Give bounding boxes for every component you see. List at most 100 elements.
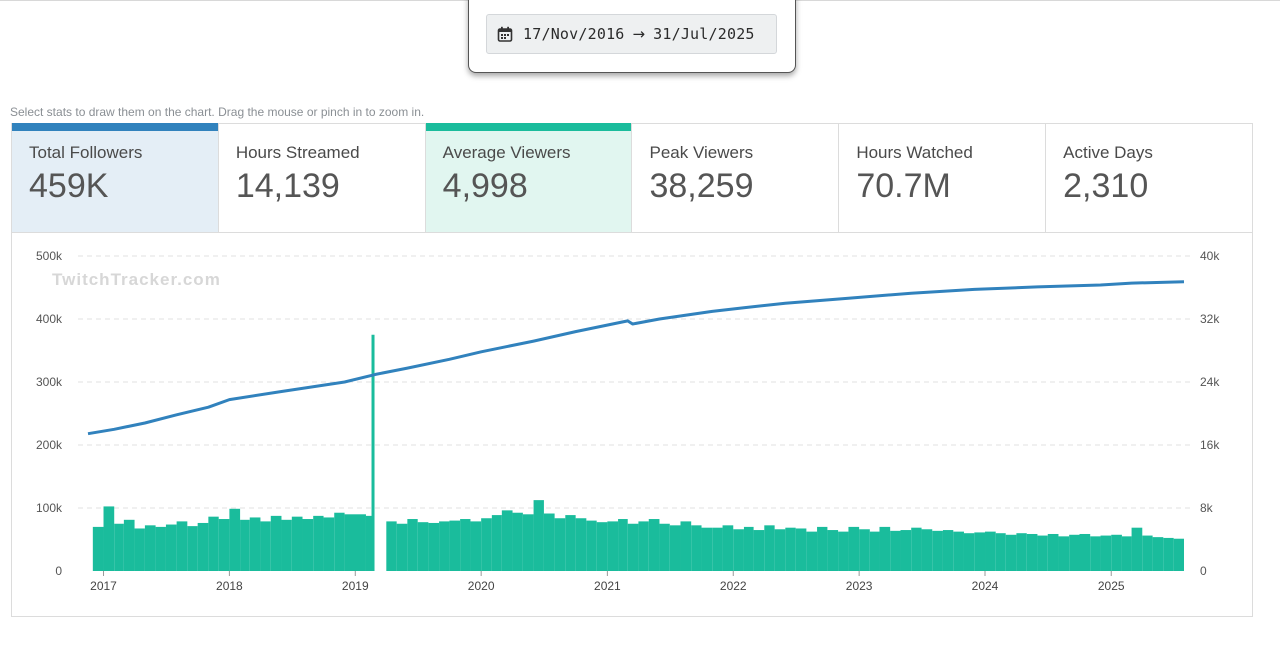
bar [1173,538,1184,571]
bar [785,527,796,571]
y-right-tick-label: 16k [1200,438,1220,452]
x-tick-label: 2024 [972,579,999,593]
stat-label: Peak Viewers [649,143,754,162]
x-tick-label: 2017 [90,579,117,593]
bar [165,524,177,571]
bar [197,522,209,571]
bar [817,526,828,571]
chart-container: 0 100k 200k 300k 400k 500k 0 8k 16k 24k 32k 40k 20… [11,233,1253,617]
bar [963,533,975,571]
bar [659,523,670,571]
bar [470,521,482,571]
bar [932,530,943,571]
bar [1037,535,1048,571]
bar [134,528,145,571]
watermark: TwitchTracker.com [52,270,221,289]
bar [187,526,198,571]
stat-average-viewers[interactable]: Average Viewers 4,998 [425,123,633,232]
x-axis: 2017 2018 2019 2020 2021 2022 2023 2024 2025 [90,571,1125,593]
bar [586,520,597,571]
bar [911,527,922,571]
bar [859,529,870,571]
bar [743,526,754,571]
series-line [87,280,1185,436]
y-left-tick-label: 200k [36,438,63,452]
bar [722,525,734,571]
bar [240,519,250,571]
bar [144,525,156,571]
bar [407,519,418,571]
bar [565,515,576,571]
bar [942,530,954,571]
bar [648,519,660,571]
y-axis-right: 0 8k 16k 24k 32k 40k [1200,249,1220,578]
stat-hours-watched[interactable]: Hours Watched 70.7M [839,124,1047,232]
x-tick-label: 2019 [342,579,369,593]
bar [1121,536,1132,571]
date-range-picker[interactable]: 17/Nov/2016 → 31/Jul/2025 [486,14,777,54]
bar [607,521,619,571]
y-right-tick-label: 40k [1200,249,1220,263]
stat-active-days[interactable]: Active Days 2,310 [1046,124,1252,232]
bar [334,512,345,571]
x-tick-label: 2022 [720,579,747,593]
bar [371,334,375,571]
bar [249,517,261,571]
stat-value: 4,998 [442,167,528,205]
bar [396,523,408,571]
bar [501,510,513,571]
stat-label: Hours Streamed [235,143,360,162]
bar [879,526,891,571]
bar [522,514,534,571]
chart-hint: Select stats to draw them on the chart. … [10,105,425,119]
bar [827,530,839,571]
bar [974,532,986,571]
bar [733,529,744,571]
y-left-tick-label: 100k [36,501,63,515]
stat-hours-streamed[interactable]: Hours Streamed 14,139 [219,124,426,232]
x-tick-label: 2023 [846,579,873,593]
stat-label: Active Days [1063,143,1153,162]
bar [575,518,587,571]
bar [123,519,135,571]
bar [890,530,901,571]
x-tick-label: 2018 [216,579,243,593]
bar [481,518,492,571]
bar [103,506,115,571]
total-followers-line [87,280,1185,436]
y-right-tick-label: 24k [1200,375,1220,389]
bar [1047,533,1059,571]
bar [512,512,523,571]
y-left-tick-label: 0 [55,564,62,578]
bar [838,531,849,571]
date-start: 17/Nov/2016 [523,25,625,43]
bar [208,516,219,571]
bar [554,518,566,571]
bar [1111,534,1122,571]
bar [806,531,818,571]
bar [774,529,786,571]
selected-indicator [12,123,218,131]
bar [1069,534,1080,571]
bar [428,522,440,571]
y-right-tick-label: 32k [1200,312,1220,326]
bar [92,526,104,571]
stat-peak-viewers[interactable]: Peak Viewers 38,259 [632,124,840,232]
bar [491,515,502,571]
bar [260,521,271,571]
bar [638,521,649,571]
bar [323,517,335,571]
average-viewers-bars [92,334,1184,571]
stat-value: 38,259 [649,167,754,205]
bar [449,520,461,571]
bar [155,526,166,571]
y-axis-left: 0 100k 200k 300k 400k 500k [36,249,63,578]
bar [691,525,702,571]
bar [386,521,397,571]
stat-total-followers[interactable]: Total Followers 459K [12,123,219,232]
bar [533,500,544,571]
bar [921,529,933,571]
stats-chart[interactable]: 0 100k 200k 300k 400k 500k 0 8k 16k 24k 32k 40k 20… [12,233,1252,617]
y-right-tick-label: 0 [1200,564,1207,578]
stat-value: 459K [29,167,109,205]
